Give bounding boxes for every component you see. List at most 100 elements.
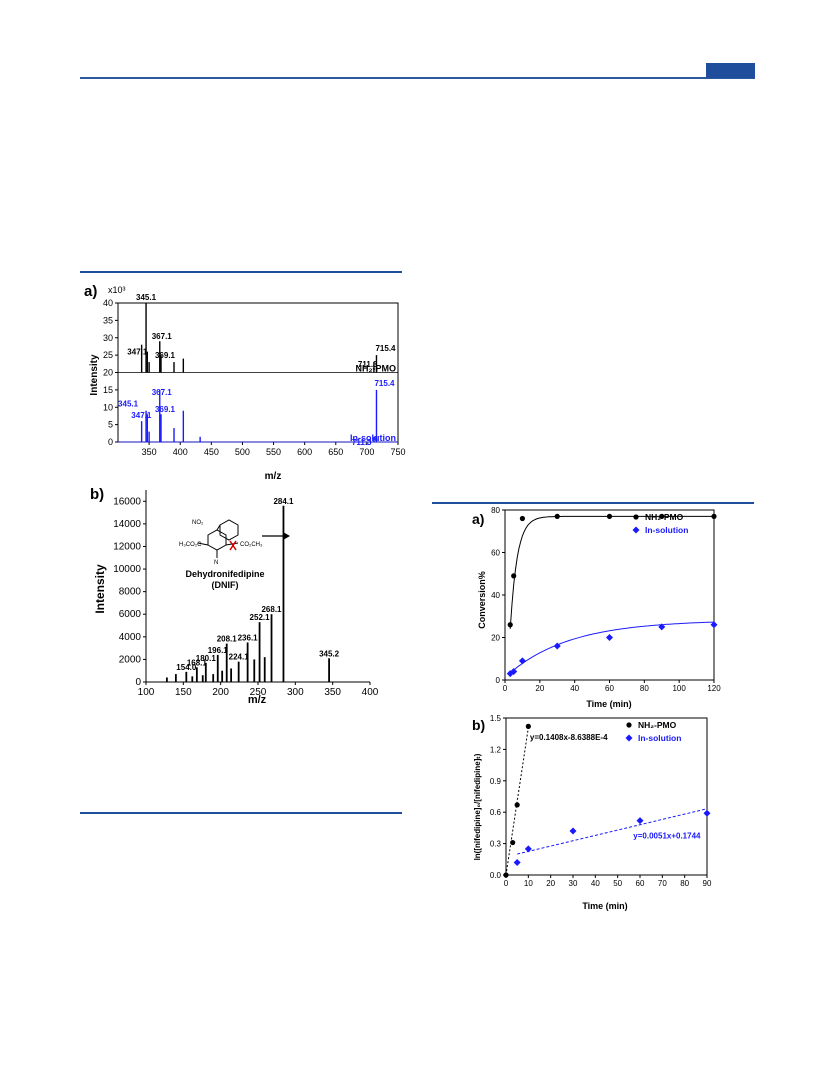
- data-point: [636, 817, 644, 825]
- kinetics-chart: b) 0 10 20 30 40 50 60 70 80 90 0.0 0.3 0.6 0.9 1.2 1.5…: [472, 714, 712, 911]
- series-name-label: NH₂-PMO: [356, 364, 397, 374]
- data-point: [525, 723, 531, 729]
- peak-label: 369.1: [155, 405, 176, 414]
- x-axis-label: m/z: [265, 471, 282, 482]
- y-tick-label: 40: [491, 591, 500, 600]
- y-tick-label: 60: [491, 549, 500, 558]
- x-tick-label: 650: [328, 447, 343, 457]
- x-tick-label: 30: [569, 879, 578, 888]
- x-tick-label: 50: [613, 879, 622, 888]
- figure-top-rule-left: [80, 271, 402, 273]
- x-tick-label: 700: [359, 447, 374, 457]
- legend-label: NH₂-PMO: [645, 512, 684, 522]
- peak-label: 268.1: [261, 605, 282, 614]
- x-tick-label: 0: [503, 684, 508, 693]
- molecule-group-ester-left: H₃CO₂C: [179, 542, 202, 548]
- peak-label: 347.1: [131, 411, 152, 420]
- y-tick-label: 0: [135, 677, 141, 688]
- molecule-group-n: N: [214, 560, 218, 566]
- x-tick-label: 350: [142, 447, 157, 457]
- fit-line: [517, 808, 708, 855]
- panel-label-a: a): [84, 283, 97, 300]
- y-tick-label: 16000: [113, 496, 141, 507]
- peak-label: 347.1: [127, 348, 148, 357]
- x-tick-label: 60: [636, 879, 645, 888]
- y-tick-label: 40: [103, 298, 113, 308]
- x-tick-label: 0: [504, 879, 509, 888]
- x-axis-label: Time (min): [586, 699, 631, 709]
- peak-label: 168.1: [187, 658, 208, 667]
- x-tick-label: 10: [524, 879, 533, 888]
- y-tick-label: 0.3: [490, 840, 502, 849]
- y-tick-label: 1.2: [490, 745, 502, 754]
- peak-label: 180.1: [196, 654, 217, 663]
- x-tick-label: 80: [680, 879, 689, 888]
- data-point: [658, 623, 666, 631]
- data-point: [710, 621, 718, 629]
- x-tick-label: 750: [390, 447, 405, 457]
- y-tick-label: 0: [496, 676, 501, 685]
- kinetics-plot: 0 10 20 30 40 50 60 70 80 90 0.0 0.3 0.6 0.9 1.2 1.5 NH₂…: [490, 714, 712, 888]
- x-tick-label: 450: [204, 447, 219, 457]
- x-tick-label: 500: [235, 447, 250, 457]
- y-tick-label: 0.0: [490, 871, 502, 880]
- peak-label: 367.1: [152, 388, 173, 397]
- peak-label: 224.1: [229, 653, 250, 662]
- fit-curve: [509, 515, 714, 629]
- peak-label: 236.1: [238, 633, 259, 642]
- conversion-plot: 0 20 40 60 80 100 120 0 20 40 60 80 NH₂-PMO In-soluti…: [491, 506, 721, 693]
- peak-label: 252.1: [250, 613, 271, 622]
- legend-marker: [632, 526, 640, 534]
- peak-label: 284.1: [273, 497, 294, 506]
- header-tab: [706, 63, 755, 78]
- y-tick-label: 1.5: [490, 714, 502, 723]
- y-tick-label: 10: [103, 402, 113, 412]
- data-point: [510, 668, 518, 675]
- y-tick-label: 30: [103, 333, 113, 343]
- x-tick-label: 60: [605, 684, 614, 693]
- series-name-label: In-solution: [350, 433, 396, 443]
- x-tick-label: 90: [703, 879, 712, 888]
- y-tick-label: 20: [491, 634, 500, 643]
- legend-label: In-solution: [638, 733, 681, 743]
- molecule-name: Dehydronifedipine: [185, 569, 264, 579]
- y-axis-label: Intensity: [89, 354, 100, 396]
- x-tick-label: 100: [138, 687, 155, 698]
- data-point: [503, 872, 509, 878]
- x-tick-label: 150: [175, 687, 192, 698]
- fit-line: [505, 724, 530, 876]
- peak-label: 345.2: [319, 649, 340, 658]
- x-tick-label: 100: [672, 684, 686, 693]
- panel-label-a: a): [472, 511, 484, 527]
- x-tick-label: 120: [707, 684, 721, 693]
- y-tick-label: 8000: [119, 587, 142, 598]
- data-point: [513, 858, 521, 866]
- peak-label: 715.4: [375, 344, 396, 353]
- y-tick-label: 35: [103, 315, 113, 325]
- x-tick-label: 40: [570, 684, 579, 693]
- data-point: [514, 802, 520, 808]
- data-point: [703, 809, 711, 817]
- y-tick-label: 14000: [113, 519, 141, 530]
- y-tick-label: 0: [108, 437, 113, 447]
- header-rule: [80, 77, 755, 79]
- data-point: [606, 513, 613, 519]
- x-tick-label: 400: [173, 447, 188, 457]
- peak-label: 711.3: [352, 438, 372, 447]
- data-point: [511, 573, 517, 579]
- y-tick-label: 20: [103, 368, 113, 378]
- peak-label: 345.1: [136, 293, 157, 302]
- peak-label: 711.3: [358, 360, 378, 369]
- y-tick-label: 80: [491, 506, 500, 515]
- data-point: [510, 839, 516, 846]
- peak-label: 715.4: [374, 379, 395, 388]
- peak-label: 369.1: [155, 351, 176, 360]
- y-axis-label: Intensity: [93, 564, 107, 614]
- y-axis-label: Conversion%: [477, 571, 487, 629]
- x-tick-label: 20: [535, 684, 544, 693]
- legend-label: NH₂-PMO: [638, 720, 677, 730]
- legend-marker: [633, 514, 639, 520]
- data-point: [554, 513, 560, 519]
- legend-label: In-solution: [645, 525, 688, 535]
- ms-chart-b: b) 100 150 200 250 300 350 4000200040006000800…: [90, 486, 379, 706]
